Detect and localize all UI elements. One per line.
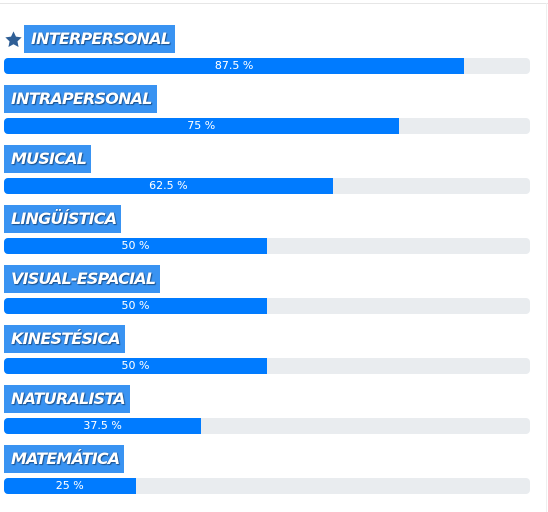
result-label-row: INTERPERSONAL — [4, 24, 530, 54]
result-label-row: MATEMÁTICA — [4, 444, 530, 474]
result-item-linguistica: LINGÜÍSTICA 50 % — [4, 204, 530, 264]
progress-track: 25 % — [4, 478, 530, 494]
progress-fill: 75 % — [4, 118, 399, 134]
result-item-naturalista: NATURALISTA 37.5 % — [4, 384, 530, 444]
result-label-row: MUSICAL — [4, 144, 530, 174]
progress-track: 50 % — [4, 238, 530, 254]
result-label: KINESTÉSICA — [4, 325, 125, 353]
result-label: VISUAL-ESPACIAL — [4, 265, 161, 293]
result-item-musical: MUSICAL 62.5 % — [4, 144, 530, 204]
progress-track: 75 % — [4, 118, 530, 134]
progress-fill: 62.5 % — [4, 178, 333, 194]
result-label: INTERPERSONAL — [24, 25, 176, 53]
progress-fill: 87.5 % — [4, 58, 465, 74]
progress-track: 50 % — [4, 298, 530, 314]
right-divider — [546, 3, 547, 512]
result-label-row: KINESTÉSICA — [4, 324, 530, 354]
result-label: MUSICAL — [4, 145, 92, 173]
result-item-visual-espacial: VISUAL-ESPACIAL 50 % — [4, 264, 530, 324]
top-divider — [0, 3, 548, 4]
result-label: MATEMÁTICA — [4, 445, 125, 473]
result-item-kinestesica: KINESTÉSICA 50 % — [4, 324, 530, 384]
progress-fill: 25 % — [4, 478, 136, 494]
progress-track: 62.5 % — [4, 178, 530, 194]
result-item-intrapersonal: INTRAPERSONAL 75 % — [4, 84, 530, 144]
result-label-row: INTRAPERSONAL — [4, 84, 530, 114]
result-label: INTRAPERSONAL — [4, 85, 157, 113]
progress-fill: 50 % — [4, 238, 267, 254]
progress-fill: 50 % — [4, 358, 267, 374]
intelligence-results-list: INTERPERSONAL 87.5 % INTRAPERSONAL 75 % … — [4, 24, 530, 504]
result-label-row: VISUAL-ESPACIAL — [4, 264, 530, 294]
progress-fill: 37.5 % — [4, 418, 202, 434]
result-label: LINGÜÍSTICA — [4, 205, 122, 233]
result-label-row: NATURALISTA — [4, 384, 530, 414]
result-item-matematica: MATEMÁTICA 25 % — [4, 444, 530, 504]
progress-fill: 50 % — [4, 298, 267, 314]
progress-track: 87.5 % — [4, 58, 530, 74]
result-label: NATURALISTA — [4, 385, 130, 413]
result-item-interpersonal: INTERPERSONAL 87.5 % — [4, 24, 530, 84]
progress-track: 50 % — [4, 358, 530, 374]
star-icon — [4, 30, 23, 49]
result-label-row: LINGÜÍSTICA — [4, 204, 530, 234]
progress-track: 37.5 % — [4, 418, 530, 434]
